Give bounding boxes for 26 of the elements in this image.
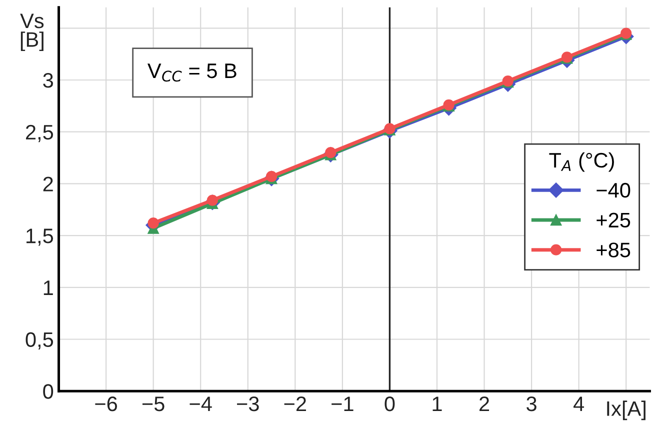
y-axis-title: Vs [B]: [20, 14, 44, 52]
x-tick-label: 2: [480, 396, 490, 412]
legend-label: +85: [596, 242, 630, 258]
x-tick-label: 4: [574, 396, 584, 412]
x-tick-label: −6: [95, 396, 118, 412]
point: [148, 218, 159, 229]
y-tick-label: 3: [43, 73, 53, 88]
x-tick-label: −3: [237, 396, 259, 412]
legend-title: T$_{A}$ (°C): [549, 152, 614, 172]
legend-label: +25: [596, 212, 630, 228]
x-axis-title: Ix[A]: [607, 400, 646, 420]
x-tick-label: −1: [332, 396, 354, 412]
y-tick-label: 0,5: [26, 332, 54, 350]
y-tick-label: 2: [43, 176, 53, 192]
x-tick-label: −2: [284, 396, 306, 412]
x-tick-label: 0: [384, 396, 395, 412]
y-tick-label: 2,5: [26, 124, 54, 142]
y-tick-label: 1: [44, 280, 53, 295]
x-tick-label: −4: [190, 396, 212, 412]
x-tick-label: 3: [526, 396, 536, 412]
y-tick-label: 0: [43, 384, 54, 399]
x-tick-label: 1: [432, 396, 442, 412]
legend-label: −40: [596, 182, 630, 198]
annotation: V$_{CC}$ = 5 B: [148, 64, 236, 82]
x-tick-label: −5: [142, 396, 164, 412]
y-tick-label: 1,5: [26, 228, 54, 246]
